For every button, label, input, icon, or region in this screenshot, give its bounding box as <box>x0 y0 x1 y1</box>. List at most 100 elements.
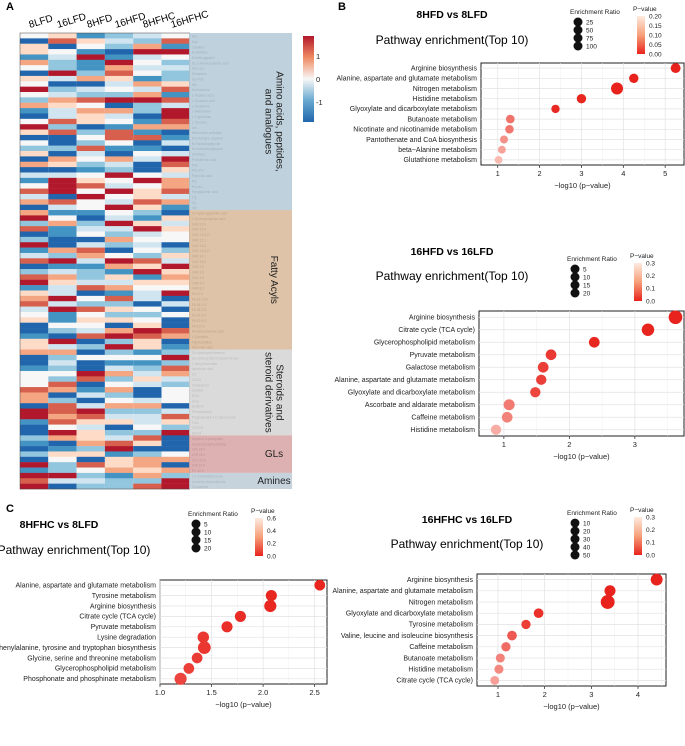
heatmap-cell <box>76 440 105 447</box>
size-legend-label: 20 <box>583 528 591 535</box>
chart-title: 8HFD vs 8LFD <box>416 9 488 21</box>
heatmap-cell <box>20 440 49 447</box>
heatmap-cell <box>104 193 134 200</box>
heatmap-cell <box>133 43 162 50</box>
x-tick-label: 2.0 <box>258 688 268 697</box>
heatmap-cell <box>104 124 134 130</box>
heatmap-cell <box>133 478 162 484</box>
size-legend-dot <box>191 535 201 545</box>
heatmap-cell <box>161 376 190 382</box>
heatmap-cell <box>76 33 105 39</box>
heatmap-cell <box>48 134 77 141</box>
heatmap-cell <box>48 446 77 452</box>
heatmap-cell <box>48 354 77 361</box>
heatmap-cell <box>104 242 134 248</box>
heatmap-cell <box>161 333 190 339</box>
heatmap-cell <box>161 311 190 318</box>
heatmap-cell <box>48 242 77 248</box>
pathway-label: Arginine biosynthesis <box>407 577 474 584</box>
heatmap-cell <box>76 43 105 50</box>
heatmap-cell <box>48 338 77 345</box>
heatmap-cell <box>133 440 162 447</box>
heatmap-cell <box>133 124 162 130</box>
heatmap-cell <box>48 33 77 39</box>
heatmap-cell <box>104 349 134 356</box>
heatmap-cell <box>20 285 49 291</box>
heatmap-cell <box>133 75 162 82</box>
heatmap-cell <box>104 65 134 71</box>
heatmap-cell <box>20 397 49 404</box>
size-legend-dot <box>191 519 201 529</box>
heatmap-cell <box>20 188 49 195</box>
heatmap-cell <box>104 204 134 211</box>
heatmap-cell <box>161 43 190 50</box>
pathway-label: Galactose metabolism <box>406 365 475 372</box>
heatmap-cell <box>48 263 77 270</box>
heatmap-cell <box>133 269 162 275</box>
heatmap-cell <box>48 43 77 50</box>
heatmap-cell <box>76 108 105 114</box>
heatmap-cell <box>133 177 162 184</box>
p-legend-label: 0.10 <box>649 32 662 39</box>
heatmap-cell <box>20 419 49 425</box>
heatmap-cell <box>76 328 105 334</box>
heatmap-cell <box>76 413 105 420</box>
heatmap-cell <box>76 435 105 441</box>
heatmap-cell <box>20 311 49 318</box>
pathway-label: Phosphonate and phosphinate metabolism <box>23 676 156 683</box>
heatmap-cell <box>76 279 105 286</box>
heatmap-cell <box>76 97 105 103</box>
pathway-bubble <box>495 653 505 663</box>
heatmap-cell <box>104 129 134 136</box>
x-tick-label: 1 <box>502 440 506 449</box>
chart-title: 8HFHC vs 8LFD <box>20 519 99 531</box>
heatmap-cell <box>161 124 190 130</box>
heatmap-cell <box>104 108 134 114</box>
heatmap-cell <box>104 145 134 152</box>
x-tick-label: 1.0 <box>155 688 165 697</box>
heatmap-cell <box>133 279 162 286</box>
heatmap-cell <box>133 381 162 388</box>
heatmap-cell <box>20 247 49 254</box>
pathway-label: Glycerophospholipid metabolism <box>55 666 156 673</box>
heatmap-cell <box>133 467 162 474</box>
heatmap-cell <box>161 306 190 313</box>
pathway-label: Arginine biosynthesis <box>409 315 476 322</box>
heatmap-cell <box>20 424 49 431</box>
pathway-label: Butanoate metabolism <box>407 116 477 123</box>
heatmap-cell <box>20 301 49 307</box>
heatmap-scale-tick: -1 <box>316 98 323 107</box>
heatmap-cell <box>48 472 77 479</box>
heatmap-cell <box>76 156 105 162</box>
heatmap-cell <box>133 392 162 398</box>
heatmap-cell <box>76 199 105 205</box>
group-band <box>189 210 292 350</box>
heatmap-cell <box>133 370 162 377</box>
heatmap-cell <box>76 354 105 361</box>
heatmap-cell <box>104 75 134 82</box>
heatmap-cell <box>104 258 134 264</box>
heatmap-cell <box>133 33 162 39</box>
heatmap-cell <box>48 140 77 146</box>
heatmap-cell <box>20 70 49 77</box>
heatmap-cell <box>76 38 105 44</box>
heatmap-cell <box>104 408 134 415</box>
heatmap-cell <box>48 86 77 93</box>
heatmap-cell <box>48 236 77 243</box>
heatmap-cell <box>161 183 190 189</box>
heatmap-group-bands: Amino acids, peptides,and analogues Fatty… <box>189 33 292 489</box>
chart-subtitle: Pathway enrichment(Top 10) <box>376 269 529 283</box>
heatmap-cell <box>161 220 190 227</box>
p-legend-label: 0.0 <box>646 298 655 305</box>
heatmap-cell <box>104 140 134 146</box>
heatmap-cell <box>133 333 162 339</box>
heatmap-column-label: 8HFD <box>86 13 114 31</box>
heatmap-cell <box>20 333 49 339</box>
heatmap-cell <box>20 231 49 238</box>
size-legend-label: 50 <box>583 552 591 559</box>
pathway-bubble <box>197 631 210 643</box>
heatmap-cell <box>48 381 77 388</box>
heatmap-cell <box>133 456 162 463</box>
size-legend-label: 25 <box>586 19 594 26</box>
heatmap-cell <box>48 252 77 259</box>
